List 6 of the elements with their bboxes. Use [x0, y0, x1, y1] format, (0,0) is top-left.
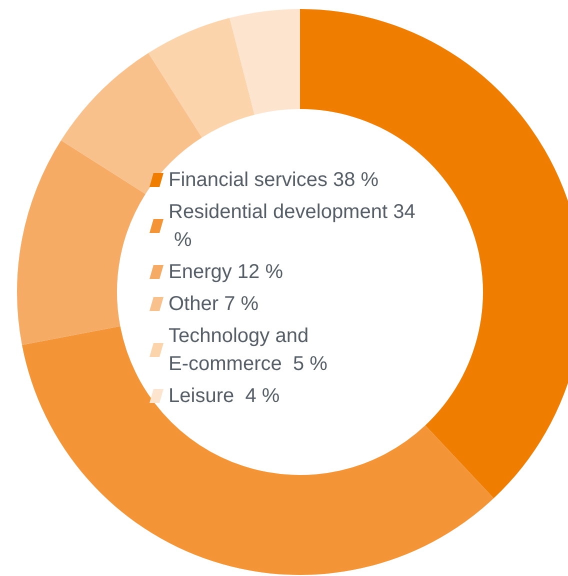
legend-label: Other 7 %: [168, 293, 259, 315]
legend-label: Energy 12 %: [168, 261, 284, 283]
legend-label: Residential development 34 %: [168, 201, 416, 251]
legend-label: Technology and E-commerce 5 %: [168, 325, 328, 375]
legend-label: Financial services 38 %: [168, 169, 379, 191]
legend-label: Leisure 4 %: [168, 385, 280, 407]
